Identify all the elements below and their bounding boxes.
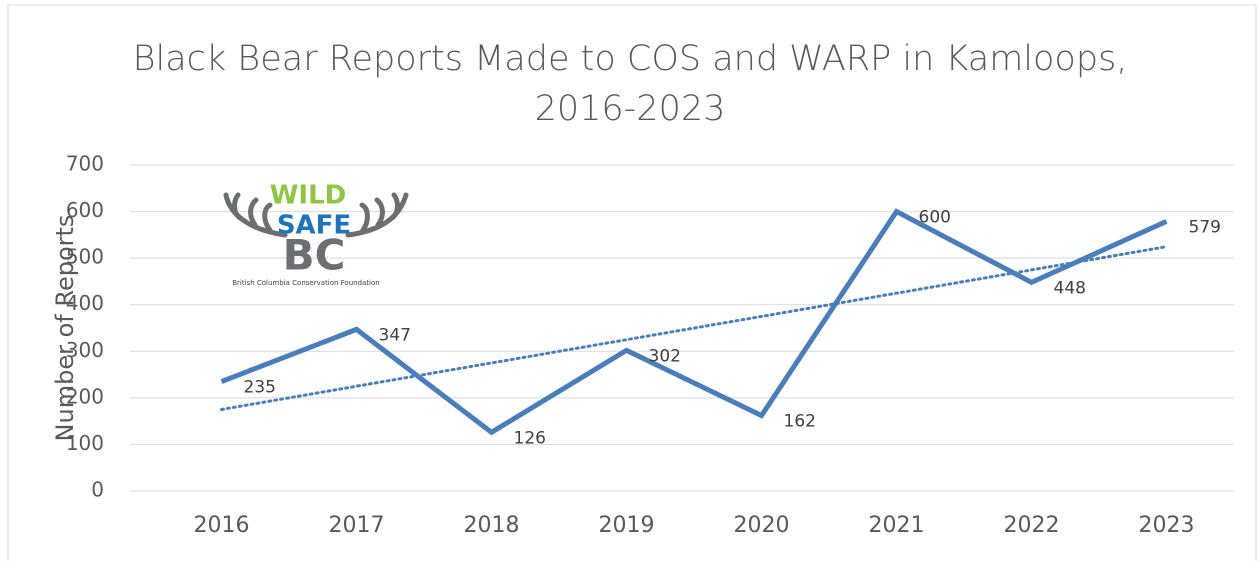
data-label: 235 — [244, 378, 276, 398]
logo: WILD SAFE BC British Columbia Conservati… — [223, 181, 409, 287]
x-tick-label: 2018 — [464, 513, 520, 538]
data-label: 302 — [649, 346, 681, 366]
y-tick-label: 700 — [66, 152, 104, 176]
logo-caption: British Columbia Conservation Foundation — [232, 279, 379, 287]
y-tick-label: 0 — [91, 478, 104, 502]
y-tick-label: 300 — [66, 338, 104, 362]
y-tick-label: 200 — [66, 384, 104, 408]
data-label: 448 — [1054, 278, 1086, 298]
x-tick-label: 2019 — [599, 513, 655, 538]
data-label: 579 — [1189, 217, 1221, 237]
y-axis-label: Number of Reports — [51, 215, 79, 442]
y-tick-label: 100 — [66, 431, 104, 455]
x-tick-label: 2022 — [1004, 513, 1060, 538]
trendline — [220, 245, 1168, 411]
x-tick-label: 2021 — [869, 513, 925, 538]
data-label: 347 — [379, 325, 411, 345]
x-tick-label: 2017 — [329, 513, 385, 538]
logo-wild: WILD — [270, 181, 347, 211]
y-tick-label: 500 — [66, 245, 104, 269]
x-tick-label: 2016 — [194, 513, 250, 538]
data-label: 600 — [919, 208, 951, 228]
x-tick-label: 2023 — [1139, 513, 1195, 538]
chart-frame — [7, 4, 1257, 561]
data-line — [220, 208, 1168, 436]
logo-bc: BC — [283, 231, 346, 280]
y-tick-label: 400 — [66, 291, 104, 315]
logo-antlers — [223, 192, 409, 238]
chart-title: Black Bear Reports Made to COS and WARP … — [132, 39, 1128, 129]
y-tick-label: 600 — [66, 198, 104, 222]
x-tick-label: 2020 — [734, 513, 790, 538]
logo-safe: SAFE — [277, 211, 351, 241]
data-label: 162 — [784, 412, 816, 432]
data-label: 126 — [514, 428, 546, 448]
